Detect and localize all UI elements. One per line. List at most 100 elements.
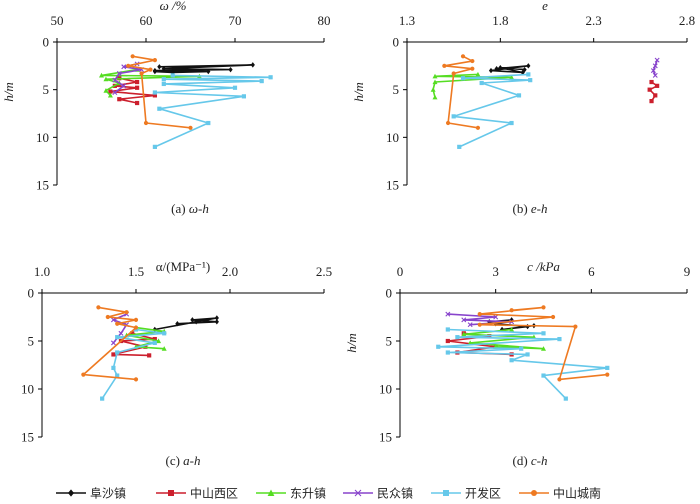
legend-marker [531, 490, 537, 496]
data-point [493, 314, 499, 320]
x-tick-label: 1.5 [128, 264, 144, 279]
data-point [157, 64, 162, 70]
data-point [526, 72, 531, 77]
data-point [152, 340, 157, 346]
data-point [115, 321, 120, 326]
caption-prefix: (a) [171, 201, 189, 216]
data-point [445, 120, 451, 126]
data-point [455, 335, 460, 340]
data-point [649, 79, 654, 85]
data-point [161, 81, 166, 87]
data-point [563, 396, 568, 401]
data-point [206, 120, 211, 126]
data-point [194, 319, 199, 325]
series-line [154, 74, 272, 148]
x-tick-label: 80 [318, 13, 331, 28]
data-point [81, 372, 86, 377]
data-point [241, 94, 246, 99]
data-point [461, 331, 467, 337]
caption-variable: a-h [183, 453, 200, 468]
data-point [121, 83, 127, 89]
data-point [162, 331, 167, 336]
data-point [111, 352, 116, 357]
caption-prefix: (d) [512, 453, 530, 468]
y-axis-title: h/m [0, 333, 1, 353]
data-point [445, 338, 450, 344]
x-tick-label: 50 [51, 13, 64, 28]
data-point [550, 314, 556, 320]
x-tick-label: 70 [229, 13, 242, 28]
legend-label: 中山城南 [553, 486, 601, 501]
data-point [445, 350, 450, 355]
panel-d-c-h: 0 3 6 9 0 5 10 15 c /kPa h/m (d) c-h [344, 259, 690, 468]
data-point [432, 79, 438, 85]
data-point [460, 76, 466, 81]
series-line [652, 59, 658, 76]
data-point [175, 321, 180, 327]
data-point [103, 88, 109, 93]
legend: 阜沙镇 中山西区 东升镇 民众镇 开发区 中山城南 [56, 486, 601, 501]
data-point [228, 66, 233, 73]
series-line [478, 306, 608, 381]
data-point [118, 330, 124, 336]
x-tick-label: 60 [140, 13, 153, 28]
y-tick-label: 5 [386, 334, 393, 349]
series-line [154, 64, 254, 74]
data-point [470, 66, 475, 71]
data-point [135, 100, 140, 106]
series-line [490, 65, 530, 74]
caption-variable: c-h [531, 453, 548, 468]
data-point [467, 322, 473, 328]
data-point [475, 71, 481, 77]
legend-marker [443, 490, 449, 496]
data-point [115, 373, 120, 378]
x-tick-label: 3 [492, 264, 499, 279]
panel-c-a-h: 1.0 1.5 2.0 2.5 0 5 10 15 α/(MPa⁻¹) h/m (c) a-h [0, 259, 332, 468]
data-point [135, 85, 140, 90]
data-point [475, 125, 481, 130]
data-point [477, 312, 482, 317]
data-point [133, 317, 139, 322]
x-tick-label: 0 [397, 264, 404, 279]
data-point [157, 106, 162, 111]
data-point [152, 144, 157, 149]
legend-label: 东升镇 [290, 487, 326, 501]
data-point [488, 67, 494, 74]
data-point [111, 365, 116, 370]
data-point [528, 78, 533, 83]
data-point [479, 80, 484, 86]
y-axis-title: h/m [1, 82, 16, 102]
series-line [437, 328, 609, 400]
data-point [526, 63, 531, 69]
data-point [541, 305, 546, 310]
data-point [541, 331, 546, 336]
data-point [470, 58, 475, 64]
y-tick-label: 15 [21, 430, 34, 445]
data-point [509, 317, 514, 323]
panel-caption: (c) a-h [165, 453, 200, 468]
data-point [557, 377, 562, 382]
data-point [190, 317, 195, 323]
data-point [206, 68, 211, 75]
series-line [109, 77, 156, 104]
legend-marker [168, 490, 174, 496]
x-tick-label: 1.8 [492, 13, 508, 28]
data-point [432, 73, 438, 79]
x-tick-label: 9 [684, 264, 691, 279]
data-point [115, 350, 120, 355]
data-point [445, 311, 451, 317]
y-axis-title: h/m [351, 82, 366, 102]
data-point [653, 93, 658, 98]
data-point [170, 73, 175, 78]
data-point [519, 346, 524, 351]
x-axis-title: e [542, 0, 548, 13]
panel-caption: (d) c-h [512, 453, 547, 468]
legend-label: 阜沙镇 [90, 487, 126, 501]
data-point [442, 63, 447, 68]
data-point [436, 344, 441, 349]
data-point [214, 315, 219, 321]
x-tick-label: 2.8 [679, 13, 695, 28]
data-point [143, 120, 149, 126]
series-line [452, 73, 532, 148]
data-point [509, 120, 514, 126]
